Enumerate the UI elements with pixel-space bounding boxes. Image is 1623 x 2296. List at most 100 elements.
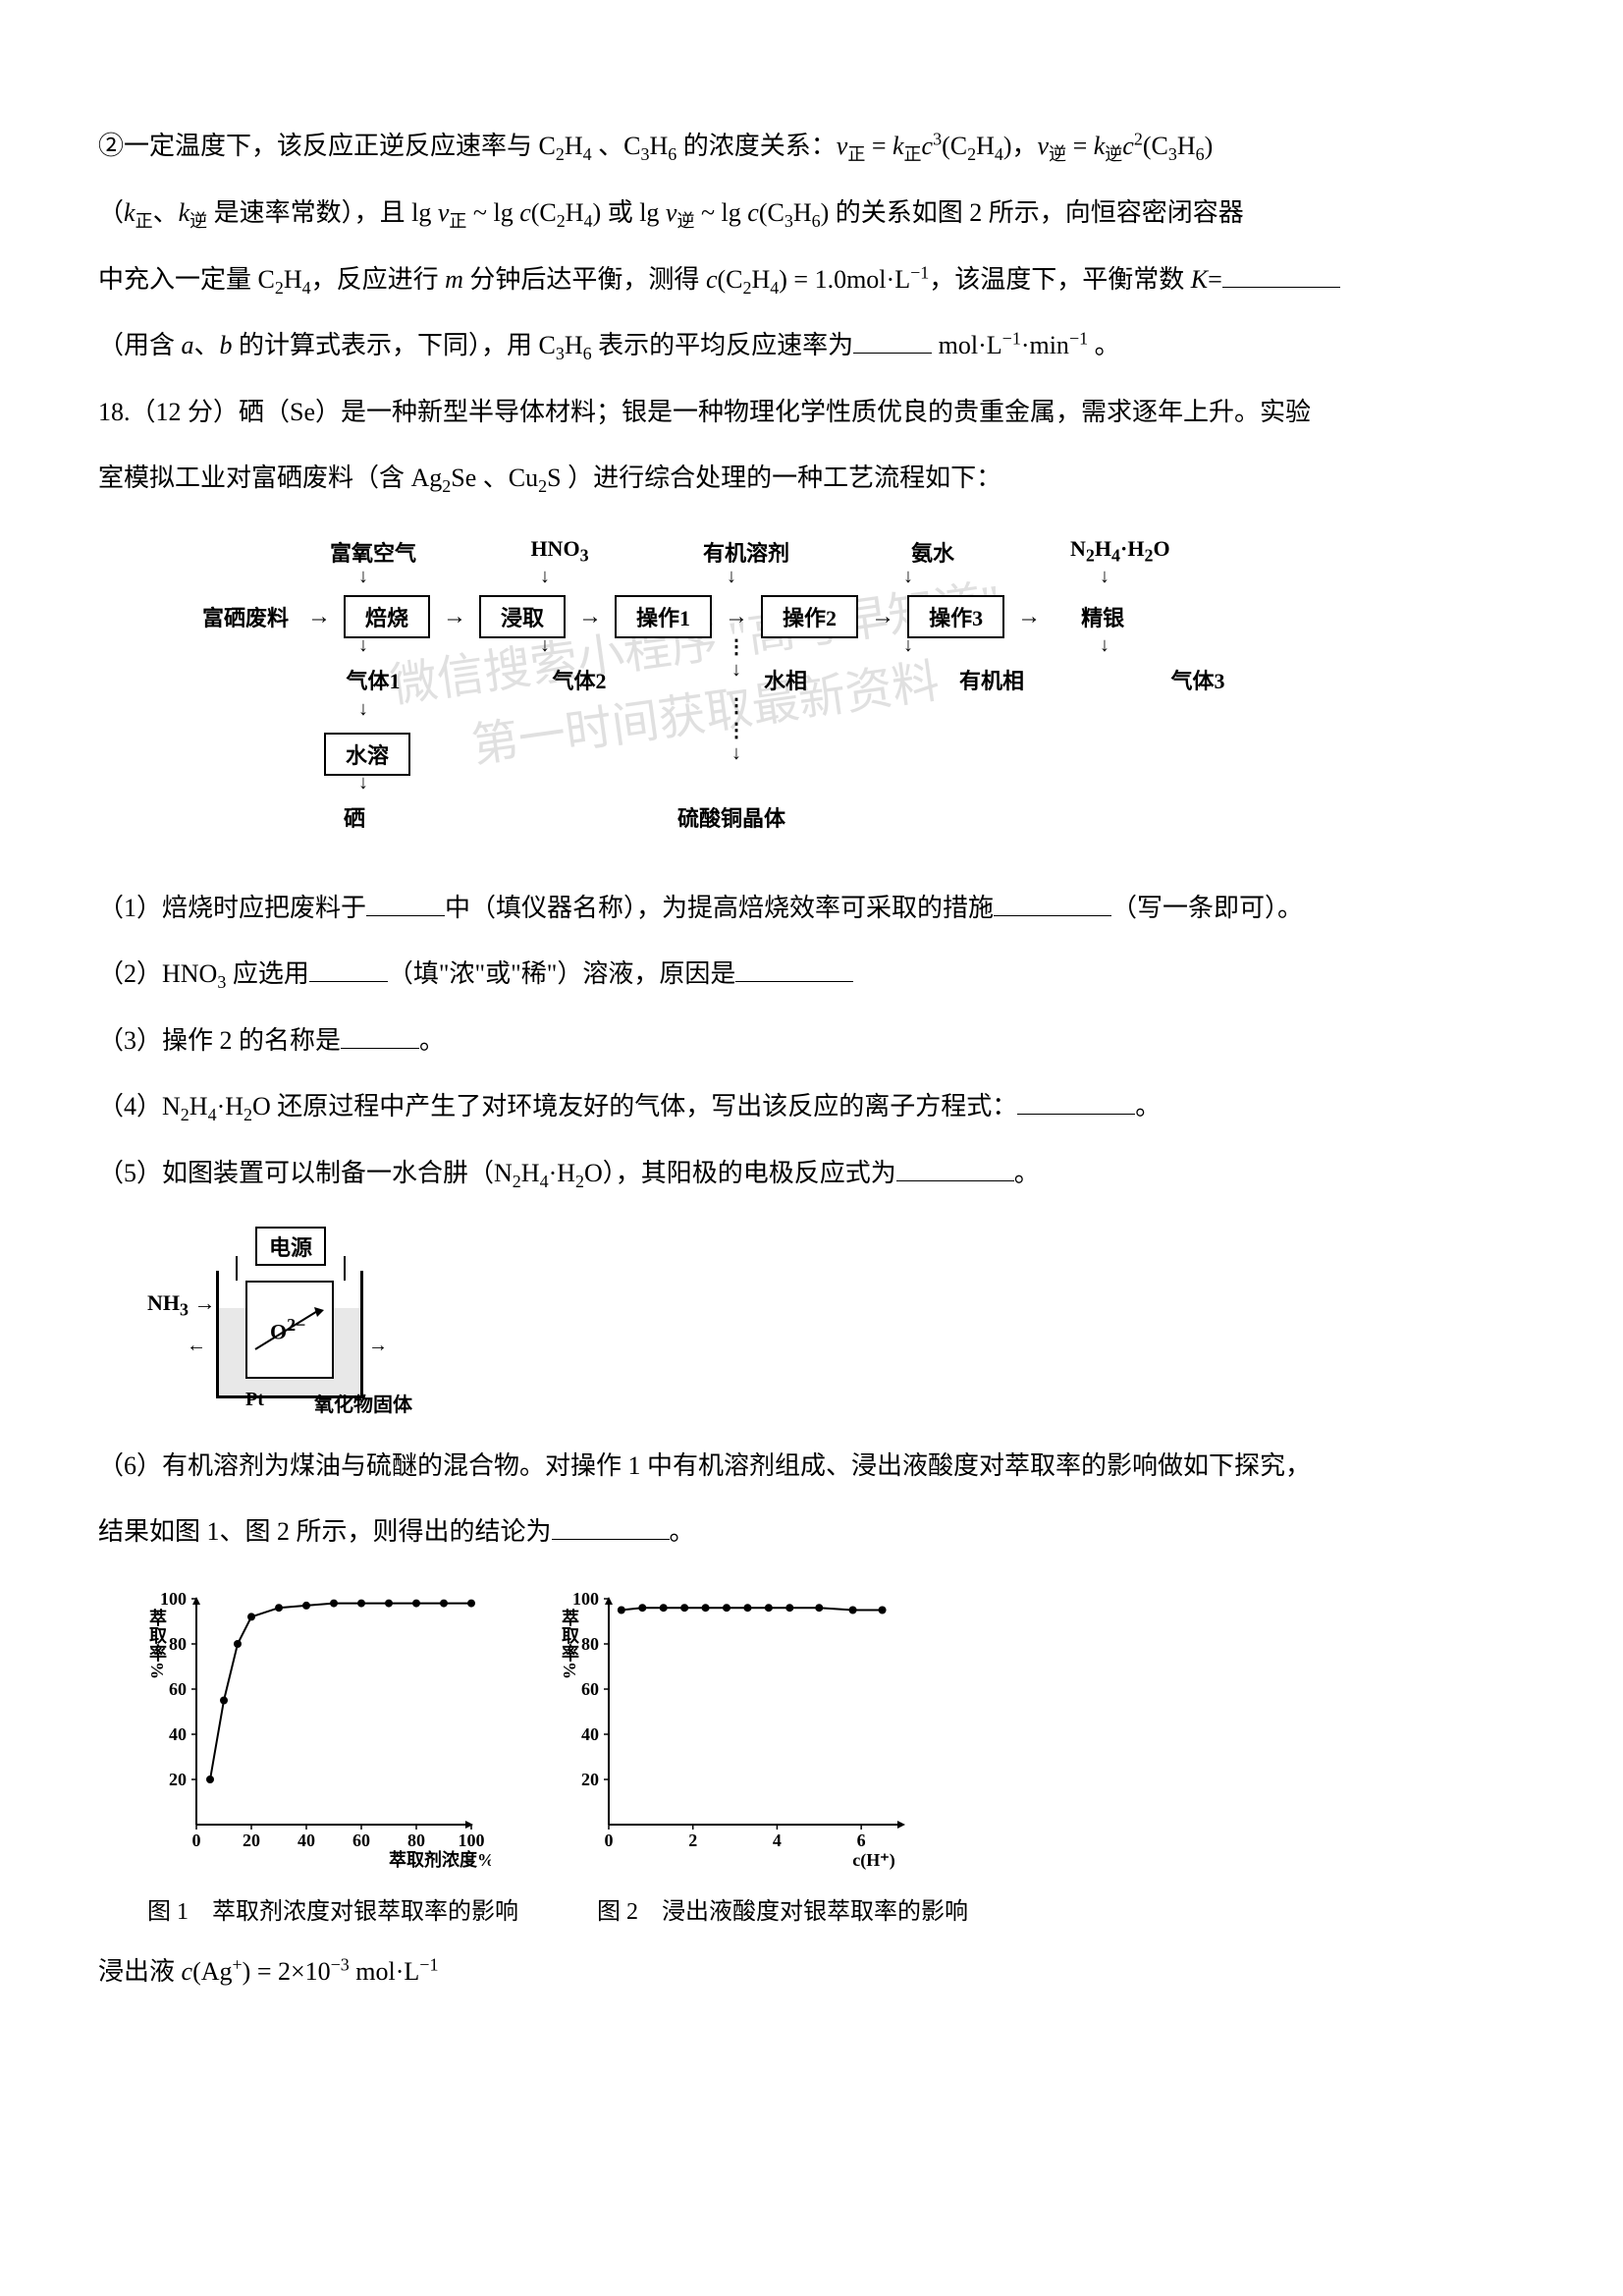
chart2-box: 024620406080100c(H⁺)萃取率%	[550, 1579, 923, 1874]
box-op2: 操作2	[761, 595, 858, 638]
down-arrow-out2: ↓	[540, 634, 550, 657]
blank-reason	[735, 958, 853, 982]
wire-right	[344, 1256, 346, 1281]
q18-4: （4）N2H4·H2O 还原过程中产生了对环境友好的气体，写出该反应的离子方程式…	[98, 1078, 1525, 1135]
svg-text:80: 80	[581, 1634, 599, 1654]
arrow-4: →	[725, 604, 748, 630]
q18-3-a: （3）操作 2 的名称是	[98, 1026, 341, 1055]
pt-label: Pt	[245, 1389, 264, 1411]
box-op1: 操作1	[615, 595, 712, 638]
blank-conc	[309, 958, 388, 982]
input-oxygen: 富氧空气	[324, 536, 422, 568]
output-water: 水相	[736, 664, 835, 695]
svg-text:4: 4	[773, 1831, 782, 1850]
down-arrow-in4: ↓	[903, 566, 913, 588]
q18-5: （5）如图装置可以制备一水合肼（N2H4·H2O），其阳极的电极反应式为。	[98, 1145, 1525, 1202]
q18-6b: 结果如图 1、图 2 所示，则得出的结论为 。	[98, 1503, 1525, 1559]
blank-measure	[994, 893, 1111, 916]
q18-3-b: 。	[419, 1026, 445, 1055]
chart2-caption: 图 2 浸出液酸度对银萃取率的影响	[597, 1891, 968, 1934]
arrow-3: →	[578, 604, 602, 630]
output-gas3: 气体3	[1149, 664, 1247, 695]
para-rate-eq: ②一定温度下，该反应正逆反应速率与 C2H4 、C3H6 的浓度关系：v正 = …	[98, 118, 1525, 175]
q18-6-text: 结果如图 1、图 2 所示，则得出的结论为	[98, 1517, 552, 1546]
output-gas2: 气体2	[530, 664, 628, 695]
cuso4-label: 硫酸铜晶体	[677, 801, 785, 833]
down-arrow-out5: ↓	[1100, 634, 1109, 657]
chart1-box: 02040608010020406080100萃取剂浓度%萃取率%	[137, 1579, 491, 1874]
chart1-svg: 02040608010020406080100萃取剂浓度%萃取率%	[137, 1579, 491, 1874]
arrow-5: →	[871, 604, 894, 630]
output-organic: 有机相	[943, 664, 1041, 695]
svg-text:2: 2	[688, 1831, 697, 1850]
svg-text:100: 100	[160, 1589, 187, 1609]
q18-1-c: （写一条即可）。	[1111, 894, 1303, 922]
input-ammonia: 氨水	[884, 536, 982, 568]
svg-text:80: 80	[169, 1634, 187, 1654]
q18-6: （6）有机溶剂为煤油与硫醚的混合物。对操作 1 中有机溶剂组成、浸出液酸度对萃取…	[98, 1438, 1525, 1494]
down-arrow-in2: ↓	[540, 566, 550, 588]
final-conc: 浸出液 c(Ag+) = 2×10−3 mol·L−1	[98, 1943, 1525, 1999]
svg-text:20: 20	[581, 1770, 599, 1789]
oxide-solid-label: 氧化物固体	[314, 1389, 412, 1417]
box-roast: 焙烧	[344, 595, 430, 638]
end-silver: 精银	[1054, 601, 1152, 632]
input-solvent: 有机溶剂	[697, 536, 795, 568]
down-arrow-out1: ↓	[358, 634, 368, 657]
box-water-dissolve: 水溶	[324, 733, 410, 776]
q18-1-a: （1）焙烧时应把废料于	[98, 894, 366, 922]
down-arrow-out4: ↓	[903, 634, 913, 657]
blank-ionic-eq	[1017, 1091, 1135, 1115]
down-arrow-cuso4: ⋮⋮↓	[727, 693, 746, 765]
q18-2: （2）HNO3 应选用（填"浓"或"稀"）溶液，原因是	[98, 946, 1525, 1003]
blank-rate	[853, 330, 932, 354]
para-rate-const: （k正、k逆 是速率常数），且 lg v正 ~ lg c(C2H4) 或 lg …	[98, 185, 1525, 242]
input-hydrazine: N2H4·H2O	[1070, 536, 1170, 568]
electrolysis-diagram: 电源 NH3 → O2− Pt 氧化物固体 ← →	[147, 1222, 422, 1418]
svg-text:20: 20	[169, 1770, 187, 1789]
chart2-svg: 024620406080100c(H⁺)萃取率%	[550, 1579, 923, 1874]
svg-text:萃取率%: 萃取率%	[560, 1608, 579, 1679]
q18-1-b: 中（填仪器名称），为提高焙烧效率可采取的措施	[445, 894, 994, 922]
q18-intro-2: 室模拟工业对富硒废料（含 Ag2Se 、Cu2S ）进行综合处理的一种工艺流程如…	[98, 450, 1525, 507]
svg-text:60: 60	[581, 1679, 599, 1699]
arrow-2: →	[443, 604, 466, 630]
svg-text:80: 80	[407, 1831, 425, 1850]
blank-anode	[896, 1158, 1014, 1181]
svg-text:60: 60	[169, 1679, 187, 1699]
blank-apparatus	[366, 893, 445, 916]
arrow-diagonal	[250, 1305, 329, 1354]
svg-text:100: 100	[572, 1589, 599, 1609]
para-equilibrium: 中充入一定量 C2H4，反应进行 m 分钟后达平衡，测得 c(C2H4) = 1…	[98, 251, 1525, 308]
process-flowchart: 富氧空气 HNO3 有机溶剂 氨水 N2H4·H2O 富硒废料 → 焙烧 → 浸…	[196, 536, 1375, 850]
svg-text:40: 40	[169, 1724, 187, 1744]
chart1-caption: 图 1 萃取剂浓度对银萃取率的影响	[147, 1891, 518, 1934]
down-arrow-in5: ↓	[1100, 566, 1109, 588]
nh3-label: NH3 →	[147, 1290, 216, 1320]
blank-k	[1222, 264, 1340, 288]
q18-6-period: 。	[670, 1517, 695, 1546]
se-label: 硒	[344, 801, 365, 833]
blank-conclusion	[552, 1516, 670, 1540]
svg-text:40: 40	[298, 1831, 315, 1850]
q18-3: （3）操作 2 的名称是 。	[98, 1012, 1525, 1068]
arrow-1: →	[307, 604, 331, 630]
down-arrow-in3: ↓	[727, 566, 736, 588]
svg-text:60: 60	[352, 1831, 370, 1850]
svg-text:20: 20	[243, 1831, 260, 1850]
svg-text:萃取剂浓度%: 萃取剂浓度%	[389, 1849, 491, 1870]
q18-intro-1: 18.（12 分）硒（Se）是一种新型半导体材料；银是一种物理化学性质优良的贵重…	[98, 384, 1525, 440]
down-arrow-in1: ↓	[358, 566, 368, 588]
q18-1: （1）焙烧时应把废料于 中（填仪器名称），为提高焙烧效率可采取的措施 （写一条即可）…	[98, 880, 1525, 936]
svg-text:100: 100	[459, 1831, 485, 1850]
start-material: 富硒废料	[196, 601, 295, 632]
svg-text:40: 40	[581, 1724, 599, 1744]
power-source-label: 电源	[255, 1227, 326, 1266]
arrow-6: →	[1017, 604, 1041, 630]
blank-op2name	[341, 1025, 419, 1049]
outlet-left: ←	[187, 1335, 206, 1357]
box-leach: 浸取	[479, 595, 566, 638]
wire-left	[236, 1256, 238, 1281]
svg-text:c(H⁺): c(H⁺)	[852, 1850, 894, 1871]
svg-text:0: 0	[192, 1831, 201, 1850]
